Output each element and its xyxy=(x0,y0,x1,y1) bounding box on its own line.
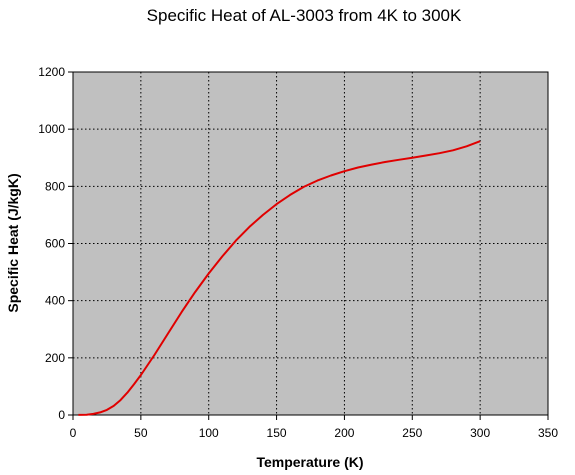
y-tick-label: 1000 xyxy=(38,122,65,136)
grid xyxy=(73,72,548,415)
y-tick-label: 200 xyxy=(45,351,65,365)
x-tick-labels: 0 50 100 150 200 250 300 350 xyxy=(70,426,559,440)
x-axis-title: Temperature (K) xyxy=(256,454,363,470)
series-line xyxy=(78,140,481,416)
y-tick-label: 1200 xyxy=(38,65,65,79)
y-tick-labels: 0 200 400 600 800 1000 1200 xyxy=(38,65,65,422)
y-tick-label: 800 xyxy=(45,179,65,193)
chart-title: Specific Heat of AL-3003 from 4K to 300K xyxy=(147,6,462,25)
x-tick-label: 0 xyxy=(70,426,77,440)
y-tick-label: 400 xyxy=(45,294,65,308)
y-tick-label: 600 xyxy=(45,237,65,251)
x-tick-label: 100 xyxy=(199,426,219,440)
y-tick-label: 0 xyxy=(58,408,65,422)
x-tick-label: 300 xyxy=(470,426,490,440)
x-tick-label: 50 xyxy=(134,426,148,440)
x-tick-label: 250 xyxy=(402,426,422,440)
x-tick-label: 200 xyxy=(334,426,354,440)
y-axis-title: Specific Heat (J/kgK) xyxy=(5,173,21,312)
x-tick-label: 150 xyxy=(267,426,287,440)
axes xyxy=(68,71,549,420)
x-tick-label: 350 xyxy=(538,426,558,440)
